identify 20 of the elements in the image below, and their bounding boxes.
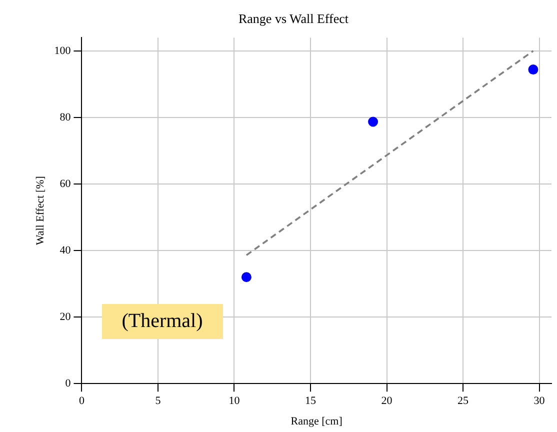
point (241, 272, 252, 282)
y-tick-label: 40 (60, 244, 72, 256)
x-axis-title: Range [cm] (290, 415, 342, 428)
x-tick-label: 25 (458, 395, 470, 408)
annotation: (Thermal) (102, 304, 223, 339)
x-tick-label: 30 (534, 395, 546, 408)
y-tick-label: 20 (60, 310, 72, 323)
x-tick-label: 0 (78, 395, 85, 408)
x-tick-label: 10 (228, 395, 240, 408)
y-tick-label: 100 (54, 44, 72, 57)
y-tick-label: 0 (65, 377, 72, 390)
x-tick-label: 15 (305, 395, 316, 408)
x-tick-label: 5 (155, 395, 162, 408)
y-tick-label: 60 (60, 178, 72, 190)
point (528, 64, 538, 75)
point (368, 116, 378, 127)
y-tick-label: 80 (60, 111, 72, 124)
x-tick-label: 20 (381, 395, 393, 408)
chart-title: Range vs Wall Effect (238, 11, 349, 26)
y-axis-title: Wall Effect [%] (34, 176, 46, 246)
